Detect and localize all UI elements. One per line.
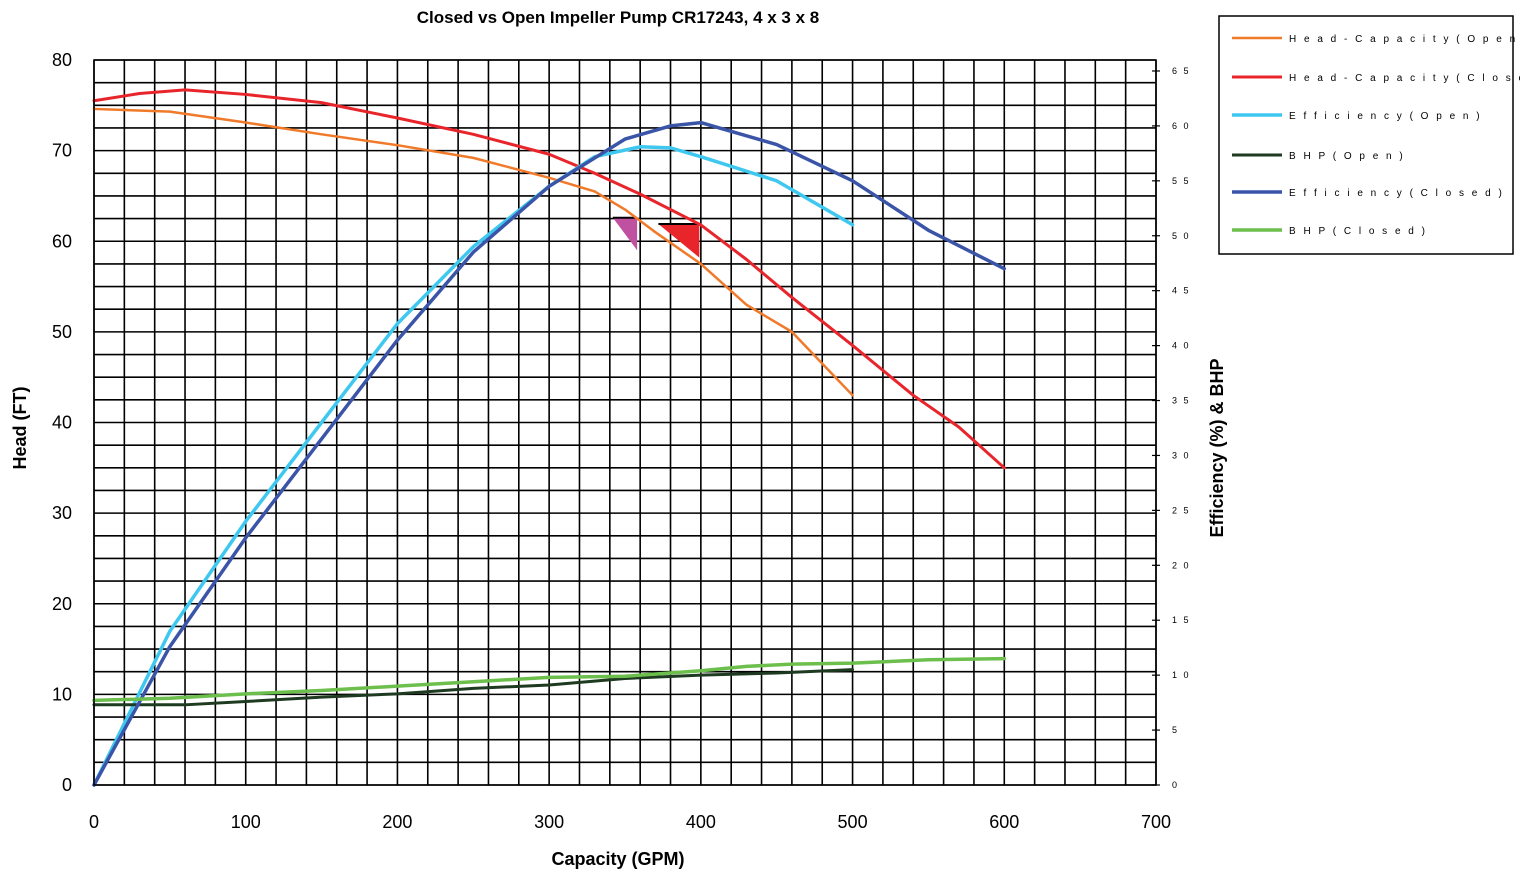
- y-tick-label: 80: [52, 50, 72, 70]
- y-tick-label: 50: [52, 322, 72, 342]
- y-tick-label: 20: [52, 594, 72, 614]
- y2-tick-label: 0: [1172, 780, 1179, 790]
- x-tick-label: 100: [231, 812, 261, 832]
- left-axis-ticks: 0 10 20 30 40 50 60 70 80: [52, 50, 72, 795]
- legend-label: H e a d - C a p a c i t y ( O p e n ): [1289, 34, 1520, 45]
- annotations: [612, 216, 700, 258]
- y2-tick-label: 5 5: [1172, 176, 1191, 186]
- x-axis-title: Capacity (GPM): [551, 849, 684, 869]
- legend-box: [1218, 15, 1514, 255]
- y2-tick-label: 3 5: [1172, 396, 1191, 406]
- y-axis-title: Head (FT): [10, 386, 30, 469]
- legend-label: B H P ( C l o s e d ): [1289, 226, 1427, 237]
- x-tick-label: 600: [989, 812, 1019, 832]
- series-line-4: [92, 668, 855, 707]
- legend-label: H e a d - C a p a c i t y ( C l o s e d …: [1289, 73, 1520, 84]
- plot-frame: [93, 59, 1157, 786]
- y2-tick-label: 1 5: [1172, 615, 1191, 625]
- annotation-triangle: [658, 224, 700, 258]
- y-tick-label: 70: [52, 141, 72, 161]
- right-axis-ticks: 0 5 1 0 1 5 2 0 2 5 3 0 3 5 4 0 4 5 5 0 5 5 6 0 6 5: [1152, 66, 1191, 790]
- annotation-triangle: [612, 217, 638, 251]
- bottom-axis-ticks: 0 100 200 300 400 500 600 700: [89, 812, 1171, 832]
- y2-tick-label: 2 0: [1172, 560, 1191, 570]
- series-line-5: [92, 120, 1007, 787]
- y2-tick-label: 5 0: [1172, 231, 1191, 241]
- series-line-6: [92, 656, 1007, 703]
- x-tick-label: 400: [686, 812, 716, 832]
- series-line-3: [92, 145, 855, 787]
- series-line-1: [92, 107, 854, 397]
- y2-tick-label: 5: [1172, 725, 1179, 735]
- y2-tick-label: 1 0: [1172, 670, 1191, 680]
- legend-label: E f f i c i e n c y ( C l o s e d ): [1289, 188, 1504, 199]
- y-tick-label: 60: [52, 231, 72, 251]
- y2-tick-label: 2 5: [1172, 505, 1191, 515]
- y2-axis-title: Efficiency (%) & BHP: [1207, 358, 1227, 537]
- x-tick-label: 300: [534, 812, 564, 832]
- x-tick-label: 200: [382, 812, 412, 832]
- y2-tick-label: 6 0: [1172, 121, 1191, 131]
- y-tick-label: 30: [52, 503, 72, 523]
- y2-tick-label: 6 5: [1172, 66, 1191, 76]
- chart-title: Closed vs Open Impeller Pump CR17243, 4 …: [417, 8, 820, 27]
- legend: H e a d - C a p a c i t y ( O p e n ) H e…: [1218, 15, 1520, 255]
- legend-label: E f f i c i e n c y ( O p e n ): [1289, 111, 1482, 122]
- y-tick-label: 40: [52, 413, 72, 433]
- legend-label: B H P ( O p e n ): [1289, 151, 1405, 162]
- x-tick-label: 0: [89, 812, 99, 832]
- y2-tick-label: 3 0: [1172, 450, 1191, 460]
- y2-tick-label: 4 5: [1172, 286, 1191, 296]
- y-tick-label: 0: [62, 775, 72, 795]
- series-lines: [92, 88, 1007, 787]
- y-tick-label: 10: [52, 684, 72, 704]
- x-tick-label: 500: [838, 812, 868, 832]
- series-line-2: [92, 88, 1006, 470]
- y2-tick-label: 4 0: [1172, 341, 1191, 351]
- x-tick-label: 700: [1141, 812, 1171, 832]
